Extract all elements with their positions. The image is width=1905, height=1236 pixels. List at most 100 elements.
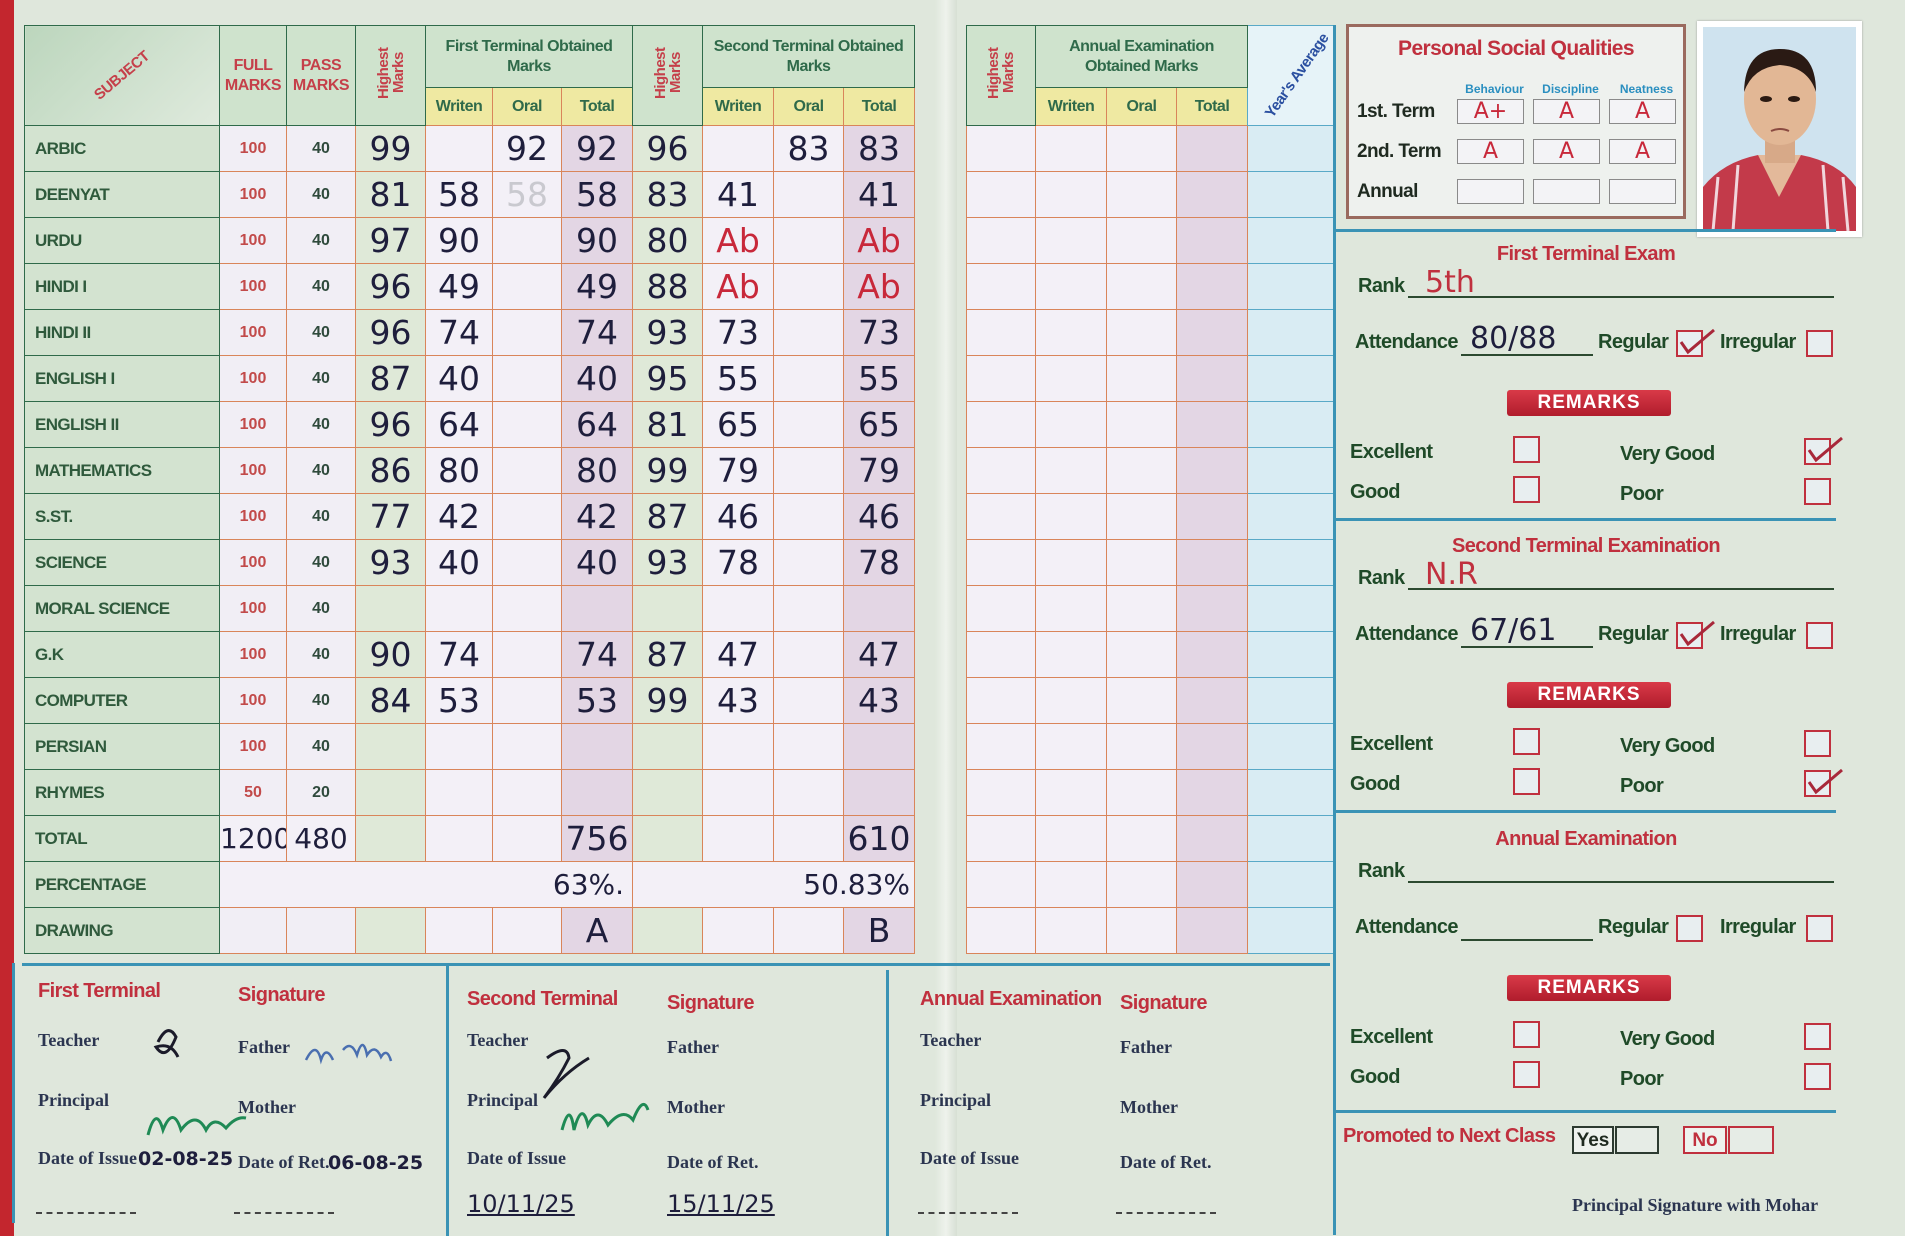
very-good-label: Very Good [1620,1028,1715,1050]
excellent-checkbox[interactable] [1513,728,1540,755]
mark-cell: 99 [632,677,704,724]
subject-label: HINDI II [24,309,220,356]
table-row: RHYMES 50 20 [24,769,916,816]
excellent-checkbox[interactable] [1513,1021,1540,1048]
principal-label: Principal [38,1090,109,1110]
mark-cell [773,677,845,724]
student-portrait [1703,27,1856,232]
check-icon [1807,436,1843,463]
rank-value: 5th [1425,265,1475,300]
mark-cell [966,539,1036,586]
table-row: DEENYAT 100 40 81 58 58 58 83 41 41 [24,171,916,218]
mark-cell [1247,723,1334,770]
attendance-line [1461,646,1593,648]
father-label: Father [238,1037,290,1057]
mark-cell [1035,907,1107,954]
mark-cell [1106,723,1177,770]
table-row [966,907,1334,954]
first-terminal-header: First Terminal Obtained Marks [424,25,634,88]
mark-cell [492,401,562,448]
mark-cell [773,769,845,816]
mark-cell [492,723,562,770]
check-icon [1679,328,1715,355]
mark-cell [632,907,704,954]
irregular-checkbox[interactable] [1806,622,1833,649]
poor-checkbox[interactable] [1804,478,1831,505]
mark-cell: 58 [492,171,562,218]
psq-grade-box: A [1609,99,1676,124]
poor-checkbox[interactable] [1804,1063,1831,1090]
mark-cell [966,631,1036,678]
mark-cell [966,493,1036,540]
mark-cell: 96 [355,401,426,448]
mark-cell [773,723,845,770]
check-icon [1679,620,1715,647]
promoted-yes-checkbox[interactable] [1615,1126,1659,1154]
mark-cell: 610 [843,815,916,862]
excellent-checkbox[interactable] [1513,436,1540,463]
table-row [966,263,1334,310]
mark-cell: 40 [286,263,356,310]
mark-cell [1176,263,1248,310]
very-good-checkbox[interactable] [1804,730,1831,757]
good-checkbox[interactable] [1513,1061,1540,1088]
table-row [966,355,1334,402]
mark-cell: 100 [219,631,287,678]
mark-cell [1106,493,1177,540]
good-checkbox[interactable] [1513,476,1540,503]
mark-cell [1247,631,1334,678]
mark-cell: 79 [843,447,916,494]
mark-cell [1106,309,1177,356]
mark-cell: 100 [219,309,287,356]
divider [1336,518,1836,521]
regular-checkbox[interactable] [1676,620,1715,649]
mark-cell [702,907,775,954]
mark-cell: 100 [219,493,287,540]
mark-cell [425,723,493,770]
poor-label: Poor [1620,1068,1664,1090]
mark-cell [1247,861,1334,908]
rank-label: Rank [1358,567,1405,589]
mark-cell [773,263,845,310]
regular-checkbox[interactable] [1676,915,1703,942]
mark-cell [1035,585,1107,632]
mark-cell: 100 [219,539,287,586]
mark-cell: 93 [355,539,426,586]
subject-label: MATHEMATICS [24,447,220,494]
mark-cell: 74 [425,631,493,678]
mark-cell [492,585,562,632]
exam-title: Annual Examination [1495,828,1677,850]
irregular-checkbox[interactable] [1806,330,1833,357]
regular-label: Regular [1598,916,1669,938]
mark-cell: 86 [355,447,426,494]
very-good-checkbox[interactable] [1804,436,1843,465]
mark-cell [1247,585,1334,632]
exam-title: Second Terminal Examination [1452,535,1721,557]
mark-cell [1247,309,1334,356]
mark-cell: 100 [219,401,287,448]
table-row [966,585,1334,632]
psq-col-neatness: Neatness [1619,82,1674,96]
promoted-no-checkbox[interactable] [1728,1126,1774,1154]
good-checkbox[interactable] [1513,768,1540,795]
poor-checkbox[interactable] [1804,768,1843,797]
regular-checkbox[interactable] [1676,328,1715,357]
mark-cell: 40 [286,631,356,678]
second-terminal-percentage: 50.83% [632,861,916,908]
mark-cell: 40 [286,677,356,724]
psq-grade-box: A+ [1457,99,1524,124]
very-good-checkbox[interactable] [1804,1023,1831,1050]
mark-cell: 55 [702,355,775,402]
psq-grade-box: A [1533,139,1600,164]
mark-cell [1035,723,1107,770]
irregular-checkbox[interactable] [1806,915,1833,942]
mark-cell: 100 [219,723,287,770]
mark-cell: 53 [560,677,634,724]
table-row: PERSIAN 100 40 [24,723,916,770]
mark-cell [702,585,775,632]
annual-marks-table: Highest Marks Annual Examination Obtaine… [966,25,1334,954]
mark-cell: 40 [286,171,356,218]
mark-cell [966,815,1036,862]
divider [1336,810,1836,813]
blank-line [234,1212,334,1214]
